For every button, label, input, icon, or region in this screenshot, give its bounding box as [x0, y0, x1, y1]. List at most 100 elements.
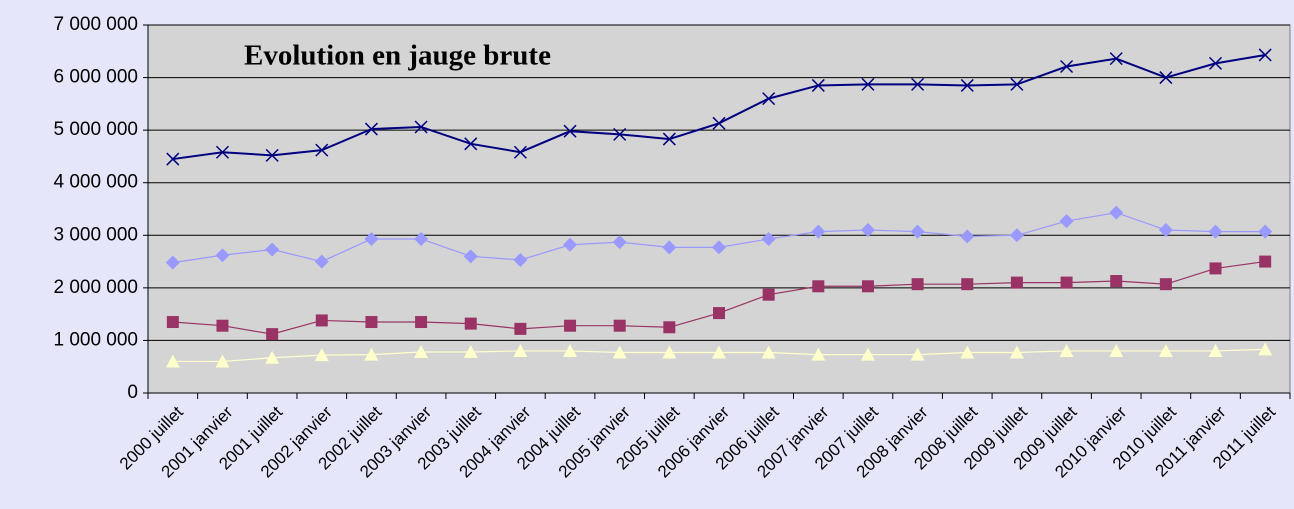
y-tick-label: 3 000 000: [53, 224, 138, 245]
marker: [1060, 60, 1074, 74]
marker: [1110, 275, 1123, 288]
marker: [612, 235, 627, 250]
marker: [762, 288, 775, 301]
marker: [563, 237, 578, 252]
y-tick-label: 0: [127, 382, 138, 403]
marker: [712, 116, 726, 130]
marker: [861, 77, 875, 91]
marker: [910, 347, 925, 361]
marker: [911, 77, 925, 91]
marker: [713, 307, 725, 320]
marker: [761, 345, 776, 359]
marker: [1060, 276, 1073, 289]
marker: [1258, 224, 1273, 239]
marker: [1010, 77, 1024, 91]
marker: [960, 229, 975, 244]
marker: [1208, 224, 1223, 239]
marker: [1159, 278, 1172, 291]
marker: [911, 278, 924, 291]
y-tick-label: 2 000 000: [53, 277, 138, 298]
marker: [265, 148, 279, 162]
marker: [1208, 343, 1223, 357]
marker: [712, 240, 726, 255]
marker: [812, 280, 825, 293]
grid: [143, 24, 1291, 399]
marker: [1109, 52, 1123, 66]
marker: [761, 231, 776, 246]
marker: [314, 348, 329, 362]
marker: [663, 321, 676, 334]
marker: [564, 319, 577, 332]
marker: [513, 252, 528, 267]
marker: [216, 319, 229, 332]
marker: [612, 345, 627, 359]
marker: [662, 345, 677, 359]
marker: [1258, 48, 1272, 62]
marker: [811, 224, 826, 239]
marker: [513, 343, 528, 357]
marker: [165, 255, 180, 270]
marker: [415, 316, 428, 329]
marker: [414, 120, 428, 134]
marker: [215, 248, 230, 263]
marker: [1258, 342, 1273, 356]
marker: [315, 143, 329, 157]
marker: [463, 344, 478, 358]
marker: [860, 223, 875, 238]
marker: [314, 254, 329, 269]
marker: [910, 224, 925, 239]
marker: [365, 316, 378, 329]
marker: [1259, 255, 1272, 268]
marker: [414, 231, 429, 246]
marker: [463, 249, 478, 264]
chart-title: Evolution en jauge brute: [244, 40, 551, 72]
marker: [861, 280, 874, 293]
marker: [1009, 228, 1024, 243]
marker: [315, 314, 328, 327]
marker: [1209, 262, 1222, 275]
marker: [1208, 56, 1223, 70]
marker: [414, 344, 429, 358]
plot-area: [147, 24, 1291, 394]
marker: [613, 319, 626, 332]
marker: [464, 317, 477, 330]
marker: [1109, 205, 1124, 220]
marker: [563, 124, 577, 138]
marker: [961, 278, 974, 291]
marker: [712, 345, 726, 359]
series: [165, 48, 1273, 368]
y-tick-label: 6 000 000: [53, 67, 138, 88]
marker: [1059, 214, 1074, 229]
marker: [960, 78, 974, 92]
marker: [166, 152, 180, 166]
marker: [1009, 345, 1024, 359]
marker: [513, 145, 527, 159]
marker: [464, 137, 478, 151]
marker: [960, 345, 975, 359]
marker: [165, 354, 180, 368]
marker: [266, 328, 279, 341]
marker: [364, 122, 378, 136]
marker: [662, 240, 677, 255]
marker: [364, 231, 379, 246]
marker: [1109, 343, 1124, 357]
marker: [762, 92, 776, 106]
marker: [860, 347, 875, 361]
marker: [514, 322, 527, 335]
marker: [1159, 71, 1173, 85]
marker: [1158, 343, 1173, 357]
marker: [215, 145, 230, 159]
marker: [613, 127, 627, 141]
marker: [662, 132, 676, 146]
marker: [166, 316, 179, 329]
y-tick-label: 4 000 000: [53, 172, 138, 193]
marker: [811, 347, 826, 361]
marker: [215, 354, 230, 368]
marker: [265, 242, 280, 257]
marker: [563, 343, 578, 357]
marker: [1059, 343, 1074, 357]
y-tick-label: 5 000 000: [53, 119, 138, 140]
marker: [265, 350, 280, 364]
